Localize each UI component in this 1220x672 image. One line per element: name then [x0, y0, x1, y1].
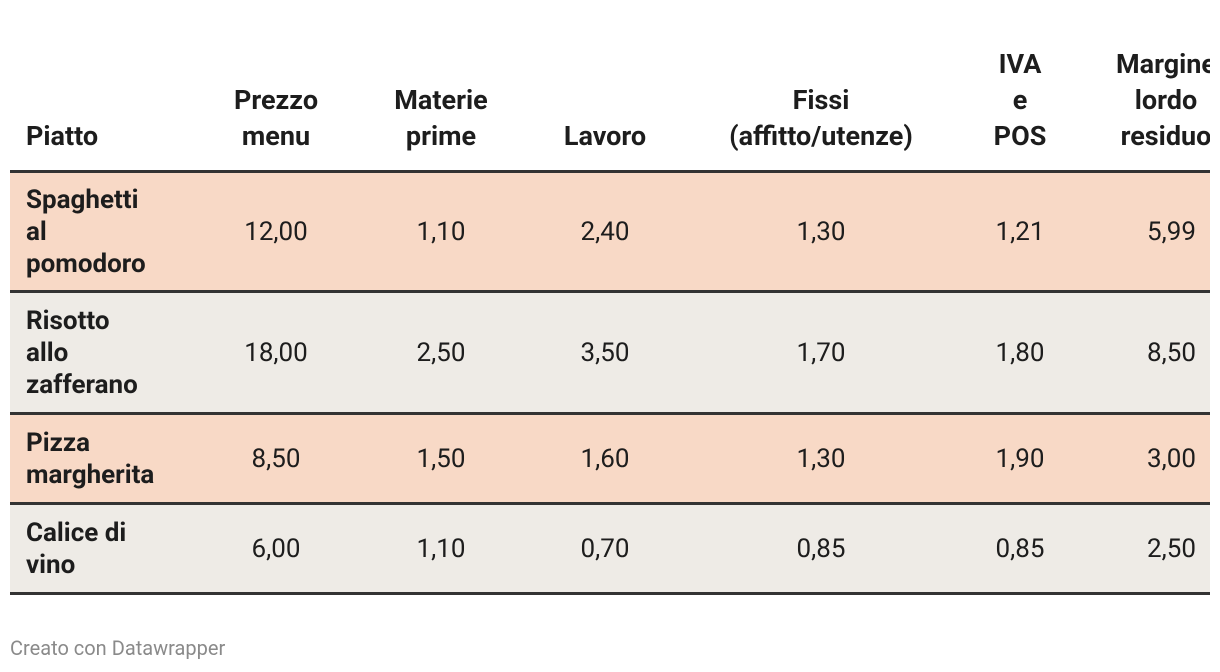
cell-text: margherita	[26, 459, 155, 490]
cell-text: POS	[993, 120, 1047, 152]
cell-text: 8,50	[251, 443, 301, 474]
cell-text: 1,30	[796, 216, 846, 247]
cell: 2,50	[352, 293, 530, 412]
cell: 1,90	[962, 415, 1078, 502]
cell: 1,30	[680, 415, 962, 502]
cell: 3,50	[530, 293, 680, 412]
cell-text: 3,50	[580, 337, 630, 368]
cell-text: pomodoro	[26, 248, 146, 279]
cell: 6,00	[200, 505, 352, 592]
cell-text: 1,10	[416, 533, 466, 564]
cell-text: allo	[26, 337, 69, 368]
cell: 0,70	[530, 505, 680, 592]
cell: 0,85	[680, 505, 962, 592]
cell: 2,40	[530, 173, 680, 290]
cell-text: 0,85	[796, 533, 846, 564]
cell-text: zafferano	[26, 369, 138, 400]
cell-text: 1,10	[416, 216, 466, 247]
cell: 0,85	[962, 505, 1078, 592]
cell-text: al	[26, 216, 47, 247]
row-background	[10, 505, 1210, 592]
row-rule	[10, 502, 1210, 505]
cell-text: Lavoro	[563, 120, 647, 152]
cell-text: lordo	[1134, 84, 1198, 116]
cell: 1,10	[352, 505, 530, 592]
cell-text: 0,85	[995, 533, 1045, 564]
cell-text: IVA	[998, 48, 1042, 80]
cell-text: 12,00	[244, 216, 308, 247]
cell-text: 6,00	[251, 533, 301, 564]
cell-text: 18,00	[244, 337, 308, 368]
row-rule	[10, 290, 1210, 293]
header-cell: Lavoro	[530, 0, 680, 154]
cell-text: residuo	[1120, 120, 1210, 152]
cell: 1,80	[962, 293, 1078, 412]
cell-text: Fissi	[792, 84, 850, 116]
cell: 8,50	[200, 415, 352, 502]
cell: 3,00	[1078, 415, 1210, 502]
cell-text: (affitto/utenze)	[729, 120, 913, 152]
cell-text: vino	[26, 549, 76, 580]
cell-text: 8,50	[1147, 337, 1196, 368]
footer: Creato con Datawrapper	[10, 636, 226, 660]
cell-text: 1,21	[995, 216, 1045, 247]
row-background	[10, 293, 1210, 412]
cell: 1,70	[680, 293, 962, 412]
row-header: Spaghetti al pomodoro	[10, 173, 180, 290]
header-cell: Fissi (affitto/utenze)	[680, 0, 962, 154]
cell-text: Spaghetti	[26, 184, 139, 215]
row-background	[10, 415, 1210, 502]
cell: 1,30	[680, 173, 962, 290]
cell-text: 1,90	[995, 443, 1045, 474]
cell-text: e	[1012, 84, 1028, 116]
cell-text: 1,60	[580, 443, 630, 474]
table: Piatto Prezzo menu Materie prime Lavoro Fissi (…	[10, 0, 1210, 595]
cell-text: prime	[405, 120, 477, 152]
cell-text: Materie	[394, 84, 488, 116]
cell: 1,10	[352, 173, 530, 290]
cell-text: 3,00	[1147, 443, 1196, 474]
cell-text: Risotto	[26, 305, 110, 336]
row-rule	[10, 592, 1210, 595]
cell-text: Pizza	[26, 427, 91, 458]
header-cell: Materie prime	[352, 0, 530, 154]
cell: 5,99	[1078, 173, 1210, 290]
cell-text: 0,70	[580, 533, 630, 564]
cell-text: Prezzo	[233, 84, 319, 116]
cell-text: 5,99	[1147, 216, 1196, 247]
cell-text: Margine	[1115, 48, 1210, 80]
cell-text: 1,50	[416, 443, 466, 474]
row-header: Risotto allo zafferano	[10, 293, 180, 412]
cell-text: 2,50	[1147, 533, 1196, 564]
cell-text: menu	[241, 120, 311, 152]
cell: 1,60	[530, 415, 680, 502]
row-header: Calice di vino	[10, 505, 180, 592]
header-cell: Prezzo menu	[200, 0, 352, 154]
row-rule	[10, 412, 1210, 415]
header-cell: Margine lordo residuo	[1078, 0, 1210, 154]
header-cell: Piatto	[10, 0, 180, 154]
cell-text: 2,50	[416, 337, 466, 368]
cell: 12,00	[200, 173, 352, 290]
cell-text: 1,70	[796, 337, 846, 368]
cell-text: Calice di	[26, 517, 127, 548]
cell-text: Piatto	[26, 120, 99, 152]
row-background	[10, 173, 1210, 290]
cell: 18,00	[200, 293, 352, 412]
header-cell: IVA e POS	[962, 0, 1078, 154]
cell-text: 1,80	[995, 337, 1045, 368]
cell: 2,50	[1078, 505, 1210, 592]
header-rule	[10, 170, 1210, 173]
cell: 1,21	[962, 173, 1078, 290]
cell-text: 2,40	[580, 216, 630, 247]
cell: 8,50	[1078, 293, 1210, 412]
row-header: Pizza margherita	[10, 415, 180, 502]
cell: 1,50	[352, 415, 530, 502]
cell-text: 1,30	[796, 443, 846, 474]
